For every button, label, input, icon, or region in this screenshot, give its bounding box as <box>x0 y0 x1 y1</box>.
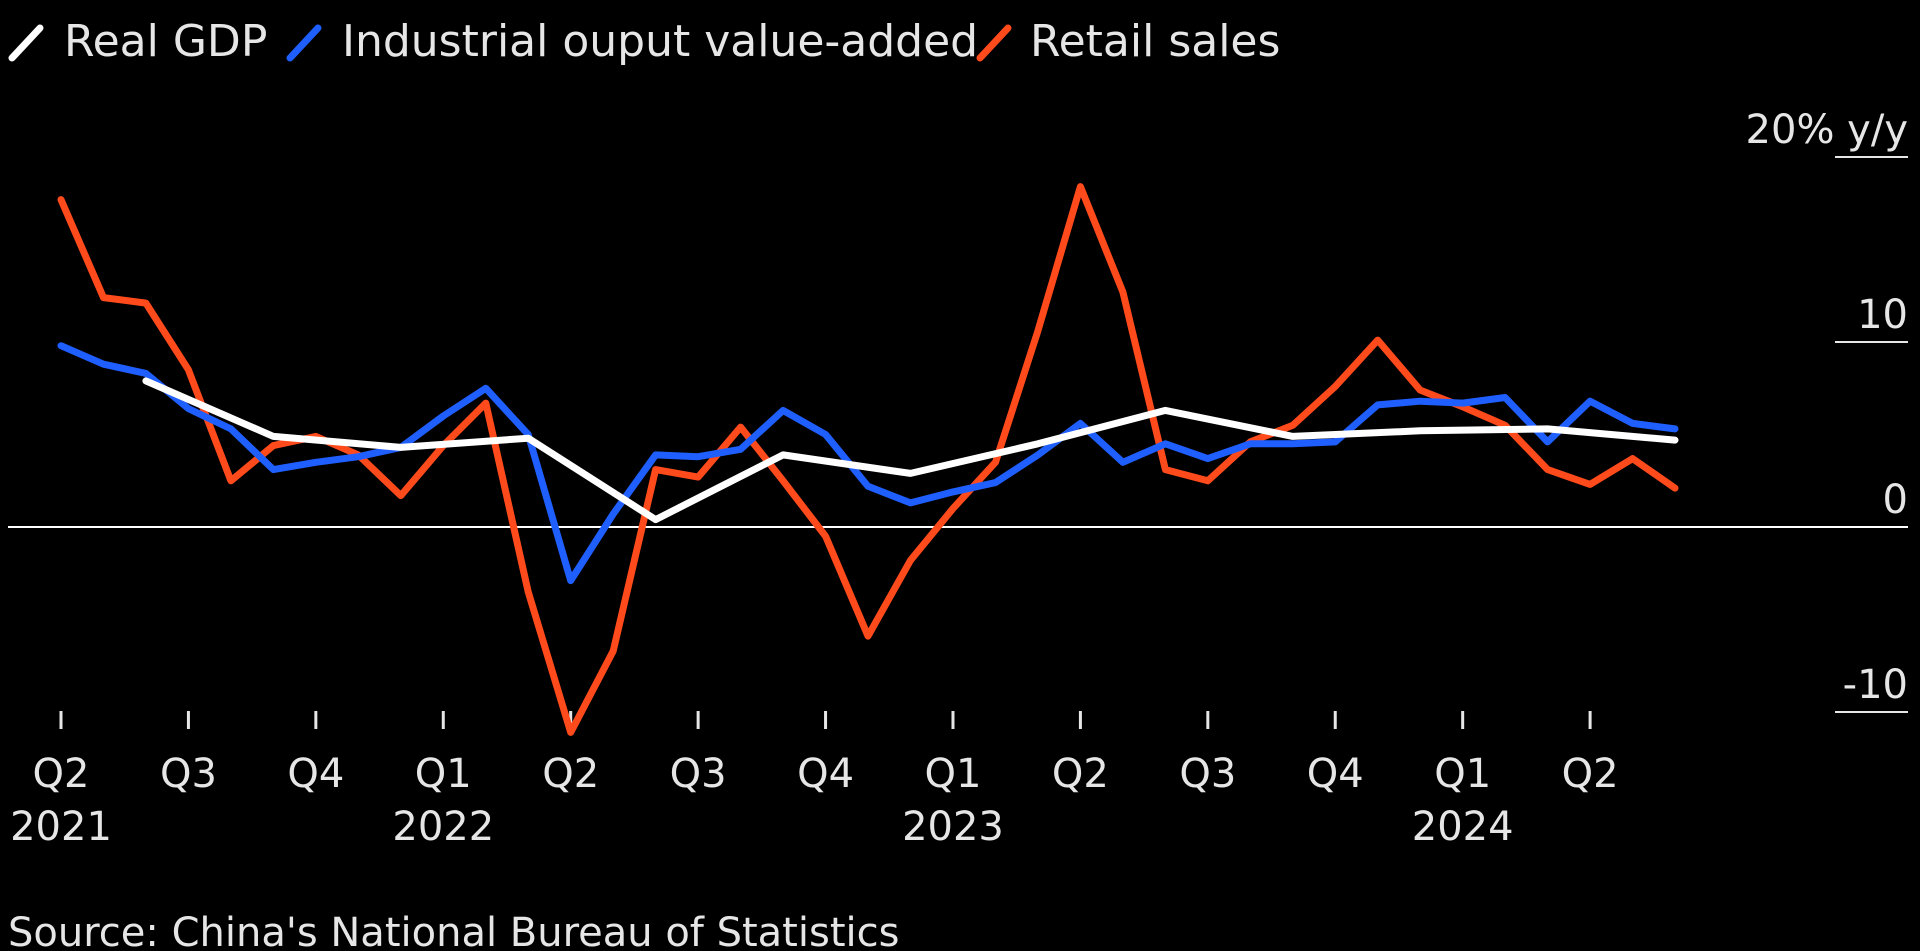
legend-label-real-gdp: Real GDP <box>64 16 267 67</box>
x-tick-label: Q1 <box>415 751 472 797</box>
series-line-real-gdp <box>142 377 1679 524</box>
y-tick-label: 20% y/y <box>1746 107 1908 153</box>
x-tick-label: Q2 <box>1052 751 1109 797</box>
y-axis: 20% y/y 10 0 -10 <box>1746 107 1908 713</box>
legend-swatch-retail-sales <box>976 24 1012 62</box>
x-tick-label: Q2 <box>1562 751 1619 797</box>
legend-label-industrial-output: Industrial ouput value-added <box>342 16 978 67</box>
series-line-industrial-output <box>57 342 1679 585</box>
x-year-label: 2021 <box>10 804 112 850</box>
series-line-retail-sales <box>57 183 1679 736</box>
x-year-label: 2022 <box>392 804 494 850</box>
series-layer <box>57 183 1679 736</box>
x-year-label: 2023 <box>902 804 1004 850</box>
x-tick-label: Q1 <box>925 751 982 797</box>
x-tick-label: Q2 <box>33 751 90 797</box>
legend-swatch-real-gdp <box>8 24 44 62</box>
legend-label-retail-sales: Retail sales <box>1030 16 1280 67</box>
legend: Real GDP Industrial ouput value-added Re… <box>8 16 1280 67</box>
x-tick-label: Q2 <box>542 751 599 797</box>
source-note: Source: China's National Bureau of Stati… <box>8 910 899 951</box>
x-tick-label: Q4 <box>287 751 344 797</box>
x-tick-label: Q3 <box>160 751 217 797</box>
x-tick-label: Q3 <box>670 751 727 797</box>
x-year-label: 2024 <box>1412 804 1514 850</box>
legend-swatch-industrial-output <box>286 24 322 62</box>
x-tick-label: Q1 <box>1434 751 1491 797</box>
y-tick-label: -10 <box>1843 662 1908 708</box>
y-tick-label: 10 <box>1857 292 1908 338</box>
x-tick-label: Q4 <box>1307 751 1364 797</box>
x-axis: Q2 2021 Q3 Q4 Q1 2022 Q2 Q3 Q4 Q1 2023 Q2 Q3 Q4 Q1 2024… <box>10 711 1619 850</box>
x-tick-label: Q4 <box>797 751 854 797</box>
x-tick-label: Q3 <box>1179 751 1236 797</box>
y-tick-label: 0 <box>1883 477 1908 523</box>
